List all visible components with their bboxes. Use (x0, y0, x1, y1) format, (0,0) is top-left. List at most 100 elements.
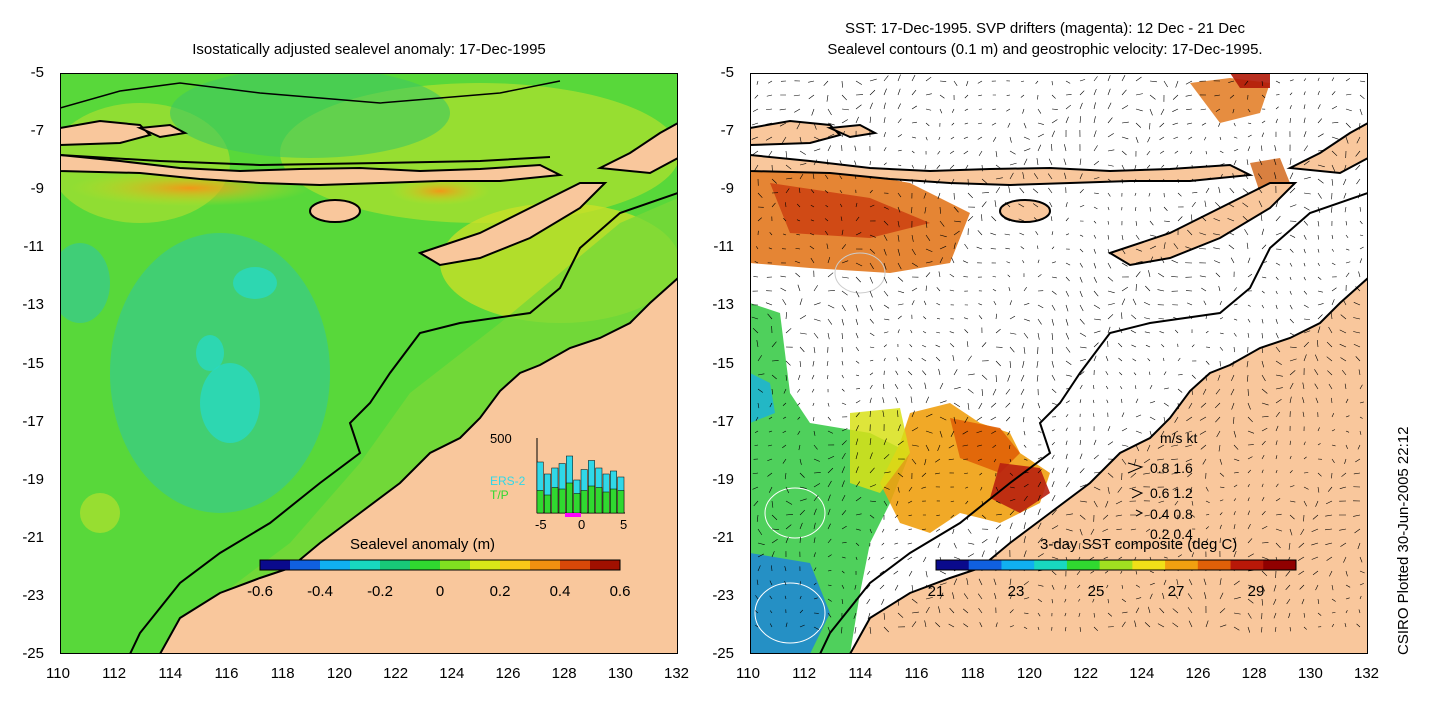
velocity-arrow (1144, 331, 1151, 334)
velocity-arrow (1259, 159, 1263, 166)
velocity-arrow (841, 374, 844, 379)
velocity-arrow (869, 467, 875, 474)
velocity-arrow (1219, 472, 1225, 477)
velocity-arrow (1065, 290, 1069, 297)
velocity-arrow (1174, 150, 1179, 154)
x-tick-label: 122 (383, 665, 409, 682)
velocity-arrow (1359, 94, 1365, 100)
velocity-arrow (783, 416, 787, 419)
velocity-arrow (1093, 262, 1097, 269)
velocity-arrow (1213, 233, 1221, 236)
y-tick-label: -25 (22, 645, 44, 662)
velocity-arrow (827, 455, 835, 460)
velocity-arrow (1344, 458, 1347, 464)
velocity-arrow (1079, 500, 1087, 503)
velocity-arrow (937, 150, 941, 155)
velocity-arrow (1316, 340, 1319, 348)
velocity-arrow (1261, 570, 1268, 577)
velocity-arrow (935, 528, 941, 532)
velocity-arrow (1023, 626, 1028, 630)
velocity-arrow (951, 108, 955, 113)
velocity-arrow (921, 528, 927, 530)
velocity-arrow (1171, 458, 1179, 460)
y-tick-label: -11 (23, 238, 44, 256)
velocity-arrow (1200, 216, 1207, 222)
velocity-arrow (797, 430, 801, 435)
velocity-arrow (949, 164, 955, 170)
velocity-arrow (1317, 472, 1322, 477)
velocity-arrow (1006, 108, 1011, 112)
velocity-arrow (939, 416, 947, 421)
velocity-arrow (1330, 312, 1333, 320)
velocity-arrow (1065, 427, 1068, 432)
colorbar-tick-label: 0.2 (490, 583, 511, 600)
velocity-arrow (1190, 150, 1193, 155)
velocity-arrow (855, 497, 862, 502)
velocity-arrow (769, 402, 773, 408)
velocity-arrow (1345, 136, 1349, 144)
velocity-arrow (1303, 318, 1311, 320)
velocity-arrow (995, 177, 1003, 180)
velocity-arrow (939, 94, 945, 99)
velocity-arrow (1187, 593, 1193, 600)
velocity-arrow (1273, 584, 1277, 592)
velocity-arrow (908, 570, 913, 577)
velocity-arrow (1105, 371, 1109, 376)
velocity-arrow (1275, 528, 1283, 532)
velocity-arrow (839, 190, 843, 194)
velocity-arrow (811, 108, 815, 116)
velocity-arrow (1289, 382, 1294, 390)
velocity-arrow (1107, 117, 1113, 124)
velocity-arrow (1219, 624, 1227, 628)
velocity-arrow (1121, 262, 1128, 267)
velocity-arrow (1219, 150, 1224, 154)
x-tick-label: 126 (1185, 665, 1211, 682)
velocity-arrow (853, 598, 857, 605)
velocity-arrow (1317, 303, 1324, 306)
velocity-arrow (925, 261, 933, 264)
velocity-arrow (1037, 122, 1044, 125)
velocity-arrow (1093, 626, 1099, 632)
velocity-arrow (1242, 188, 1249, 194)
velocity-arrow (1275, 332, 1279, 339)
colorbar-segment (440, 560, 471, 570)
velocity-arrow (1303, 192, 1311, 195)
velocity-arrow (855, 276, 861, 283)
velocity-arrow (936, 514, 941, 516)
velocity-arrow (1219, 173, 1223, 180)
land-flores-east (596, 121, 678, 175)
velocity-arrow (1023, 550, 1027, 558)
velocity-arrow (1037, 402, 1041, 409)
velocity-arrow (1020, 94, 1025, 98)
velocity-arrow (1157, 623, 1165, 628)
velocity-arrow (1302, 411, 1305, 418)
velocity-arrow (1121, 621, 1126, 628)
velocity-arrow (980, 486, 983, 491)
velocity-arrow (1037, 598, 1043, 603)
velocity-arrow (1148, 542, 1151, 547)
velocity-arrow (964, 329, 969, 334)
velocity-arrow (1326, 556, 1333, 561)
velocity-arrow (1037, 522, 1042, 530)
velocity-arrow (1326, 356, 1333, 362)
velocity-arrow (1093, 102, 1096, 110)
velocity-arrow (1289, 396, 1292, 404)
velocity-arrow (1019, 232, 1025, 236)
velocity-arrow (869, 290, 873, 298)
velocity-arrow (923, 300, 927, 306)
velocity-arrow (981, 192, 989, 194)
velocity-arrow (907, 371, 913, 376)
velocity-arrow (883, 486, 890, 490)
velocity-arrow (1018, 203, 1025, 208)
velocity-arrow (1205, 315, 1207, 320)
velocity-arrow (995, 622, 998, 628)
velocity-arrow (1341, 370, 1347, 376)
velocity-arrow (841, 542, 847, 544)
velocity-arrow (1203, 300, 1207, 306)
velocity-arrow (1144, 317, 1151, 320)
velocity-arrow (967, 215, 974, 222)
velocity-arrow (869, 484, 877, 488)
y-tick-label: -7 (720, 122, 734, 140)
velocity-arrow (1079, 173, 1083, 180)
velocity-arrow (769, 232, 773, 236)
